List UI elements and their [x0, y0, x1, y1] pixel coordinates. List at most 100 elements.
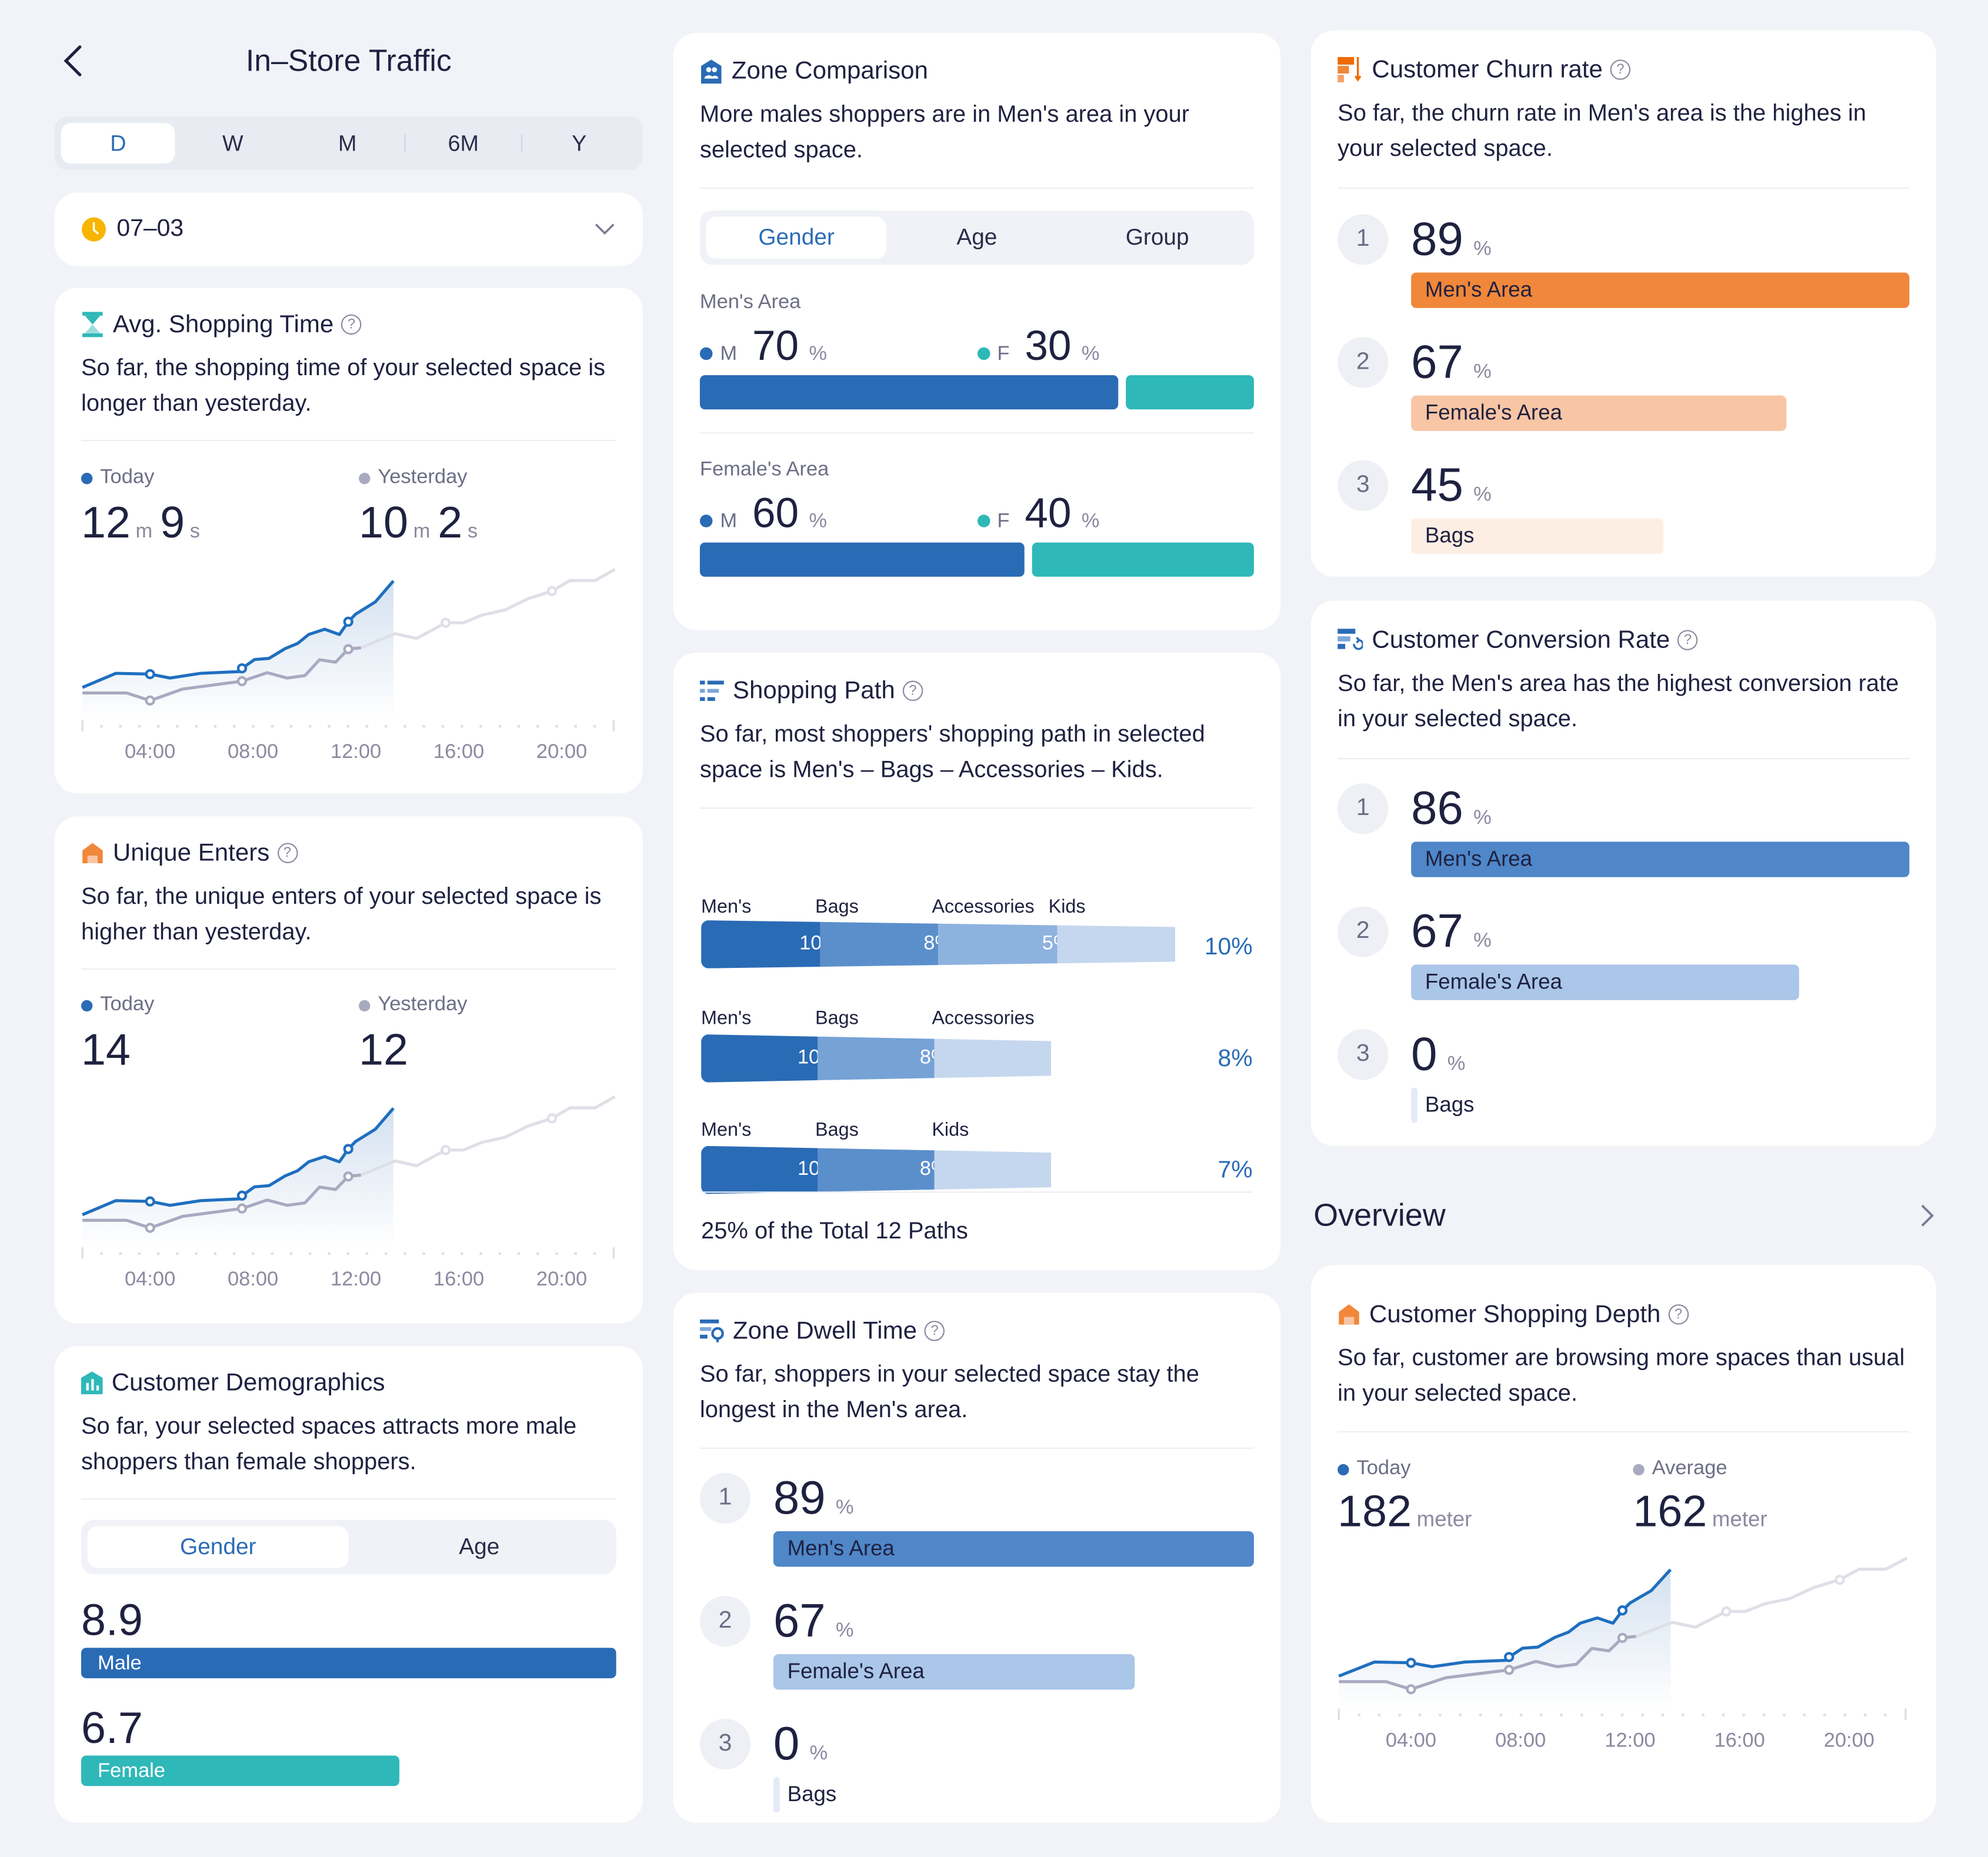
tab-age[interactable]: Age — [459, 1534, 500, 1559]
divider — [699, 807, 1254, 809]
male-stat: M 60% — [699, 491, 977, 535]
help-icon[interactable]: ? — [1610, 59, 1631, 80]
demographic-value: 6.7 — [81, 1704, 143, 1754]
gender-split-bar — [699, 375, 1254, 410]
help-icon[interactable]: ? — [1677, 630, 1698, 650]
path-list-icon — [699, 680, 724, 702]
stats-row: 14 12 — [81, 1026, 616, 1076]
axis-dot — [328, 725, 331, 728]
customer-churn-card: Customer Churn rate ? So far, the churn … — [1310, 30, 1936, 580]
stats-row: 182 meter 162 meter — [1337, 1487, 1909, 1538]
axis-dot — [385, 1252, 388, 1255]
legend: Today Yesterday — [81, 467, 616, 487]
chevron-right-icon — [1921, 1204, 1934, 1227]
axis-dot — [214, 725, 217, 728]
comparison-point — [145, 695, 155, 706]
demographic-value: 8.9 — [81, 1595, 143, 1645]
dot-icon — [1337, 1463, 1349, 1475]
rank-bar: Bags — [1411, 518, 1663, 554]
comparison-point — [343, 1171, 353, 1182]
x-tick-label: 08:00 — [228, 740, 278, 763]
rank-row[interactable]: 1 89% Men's Area — [699, 1470, 1254, 1593]
rank-badge: 3 — [1337, 460, 1389, 511]
area-stats: M 60% F 40% — [699, 489, 1254, 536]
axis-dot — [1843, 1714, 1846, 1716]
dot-icon — [359, 999, 371, 1011]
legend-label: Today — [100, 466, 155, 488]
tab-week[interactable]: W — [222, 131, 244, 156]
tab-gender[interactable]: Gender — [706, 216, 887, 259]
today-point — [343, 616, 353, 627]
back-button[interactable] — [58, 43, 89, 78]
divider — [699, 188, 1254, 189]
rank-row[interactable]: 1 86% Men's Area — [1337, 781, 1910, 904]
rank-row[interactable]: 3 0% Bags — [699, 1716, 1254, 1839]
rank-row[interactable]: 2 67% Female's Area — [1337, 335, 1909, 457]
dot-icon — [699, 347, 713, 360]
path-row[interactable]: Men's Bags Kids 10%8% 7% — [701, 1119, 1253, 1194]
tab-year[interactable]: Y — [572, 131, 587, 156]
path-funnel-bar: 10%8% — [701, 1145, 1051, 1194]
axis-dot — [403, 725, 406, 728]
title-text: Customer Churn rate — [1372, 55, 1603, 84]
help-icon[interactable]: ? — [1668, 1304, 1689, 1325]
axis-dot — [498, 725, 501, 728]
path-row[interactable]: Men'sBagsAccessories10%8%8% — [701, 1008, 1253, 1083]
comparison-point — [1504, 1665, 1515, 1675]
rank-list: 1 89% Men's Area 2 67% Female's Area 3 45% Bags — [1337, 212, 1910, 580]
value: 67 — [773, 1594, 826, 1647]
tab-age[interactable]: Age — [956, 224, 998, 250]
percent-value: 40 — [1025, 489, 1072, 536]
female-bar — [1126, 375, 1254, 410]
legend-label: Today — [100, 993, 155, 1016]
rank-row[interactable]: 2 67% Female's Area — [1337, 904, 1909, 1027]
help-icon[interactable]: ? — [902, 680, 923, 702]
help-icon[interactable]: ? — [341, 314, 362, 335]
rank-row[interactable]: 1 89% Men's Area — [1337, 212, 1910, 335]
bar-label: Bags — [1425, 523, 1475, 548]
overview-header[interactable]: Overview — [1313, 1195, 1936, 1236]
churn-bars-icon — [1337, 57, 1362, 83]
period-tabs: D W M 6M Y — [54, 116, 643, 170]
today-value: 182 meter — [1337, 1487, 1633, 1538]
demographics-tabs: Gender Age — [81, 1519, 616, 1575]
rank-row[interactable]: 3 45% Bags — [1337, 457, 1909, 580]
rank-row[interactable]: 3 0% Bags — [1337, 1027, 1909, 1150]
axis-dot — [574, 1252, 577, 1255]
path-stage-labels: Men's Bags Accessories Kids — [701, 896, 1253, 919]
x-tick-label: 16:00 — [1715, 1729, 1765, 1751]
rank-list: 1 86% Men's Area 2 67% Female's Area 3 0% Bags — [1337, 781, 1910, 1150]
help-icon[interactable]: ? — [277, 843, 298, 863]
tab-gender[interactable]: Gender — [87, 1526, 349, 1568]
unit: % — [1473, 484, 1492, 506]
unit: m — [135, 520, 153, 543]
tab-month[interactable]: M — [338, 131, 357, 156]
percent-value: 30 — [1025, 322, 1072, 369]
unit: % — [835, 1497, 854, 1519]
path-segment — [934, 1034, 1051, 1083]
path-total: 7% — [1218, 1157, 1253, 1184]
customer-conversion-card: Customer Conversion Rate ? So far, the M… — [1310, 600, 1936, 1146]
bar-label: Men's Area — [1425, 846, 1533, 871]
tab-group[interactable]: Group — [1125, 224, 1189, 250]
house-icon — [1339, 1304, 1359, 1325]
tab-day[interactable]: D — [61, 123, 176, 164]
axis-dot — [1479, 1714, 1482, 1716]
comparison-point — [343, 644, 353, 654]
card-description: So far, the shopping time of your select… — [81, 353, 606, 416]
axis-dot — [1762, 1714, 1766, 1716]
help-icon[interactable]: ? — [924, 1321, 945, 1341]
tab-6-months[interactable]: 6M — [448, 131, 479, 156]
rank-row[interactable]: 2 67% Female's Area — [699, 1594, 1254, 1716]
unit: % — [835, 1619, 854, 1642]
date-picker[interactable]: 07–03 — [54, 192, 643, 266]
legend-yesterday: Yesterday — [359, 467, 468, 487]
seconds: 2 — [438, 498, 463, 548]
demographics-chart-icon — [81, 1371, 103, 1395]
x-tick-label: 20:00 — [1824, 1729, 1874, 1751]
axis-dot — [1803, 1714, 1806, 1716]
bar-label: Female's Area — [787, 1659, 925, 1684]
rank-bar: Female's Area — [773, 1654, 1135, 1690]
